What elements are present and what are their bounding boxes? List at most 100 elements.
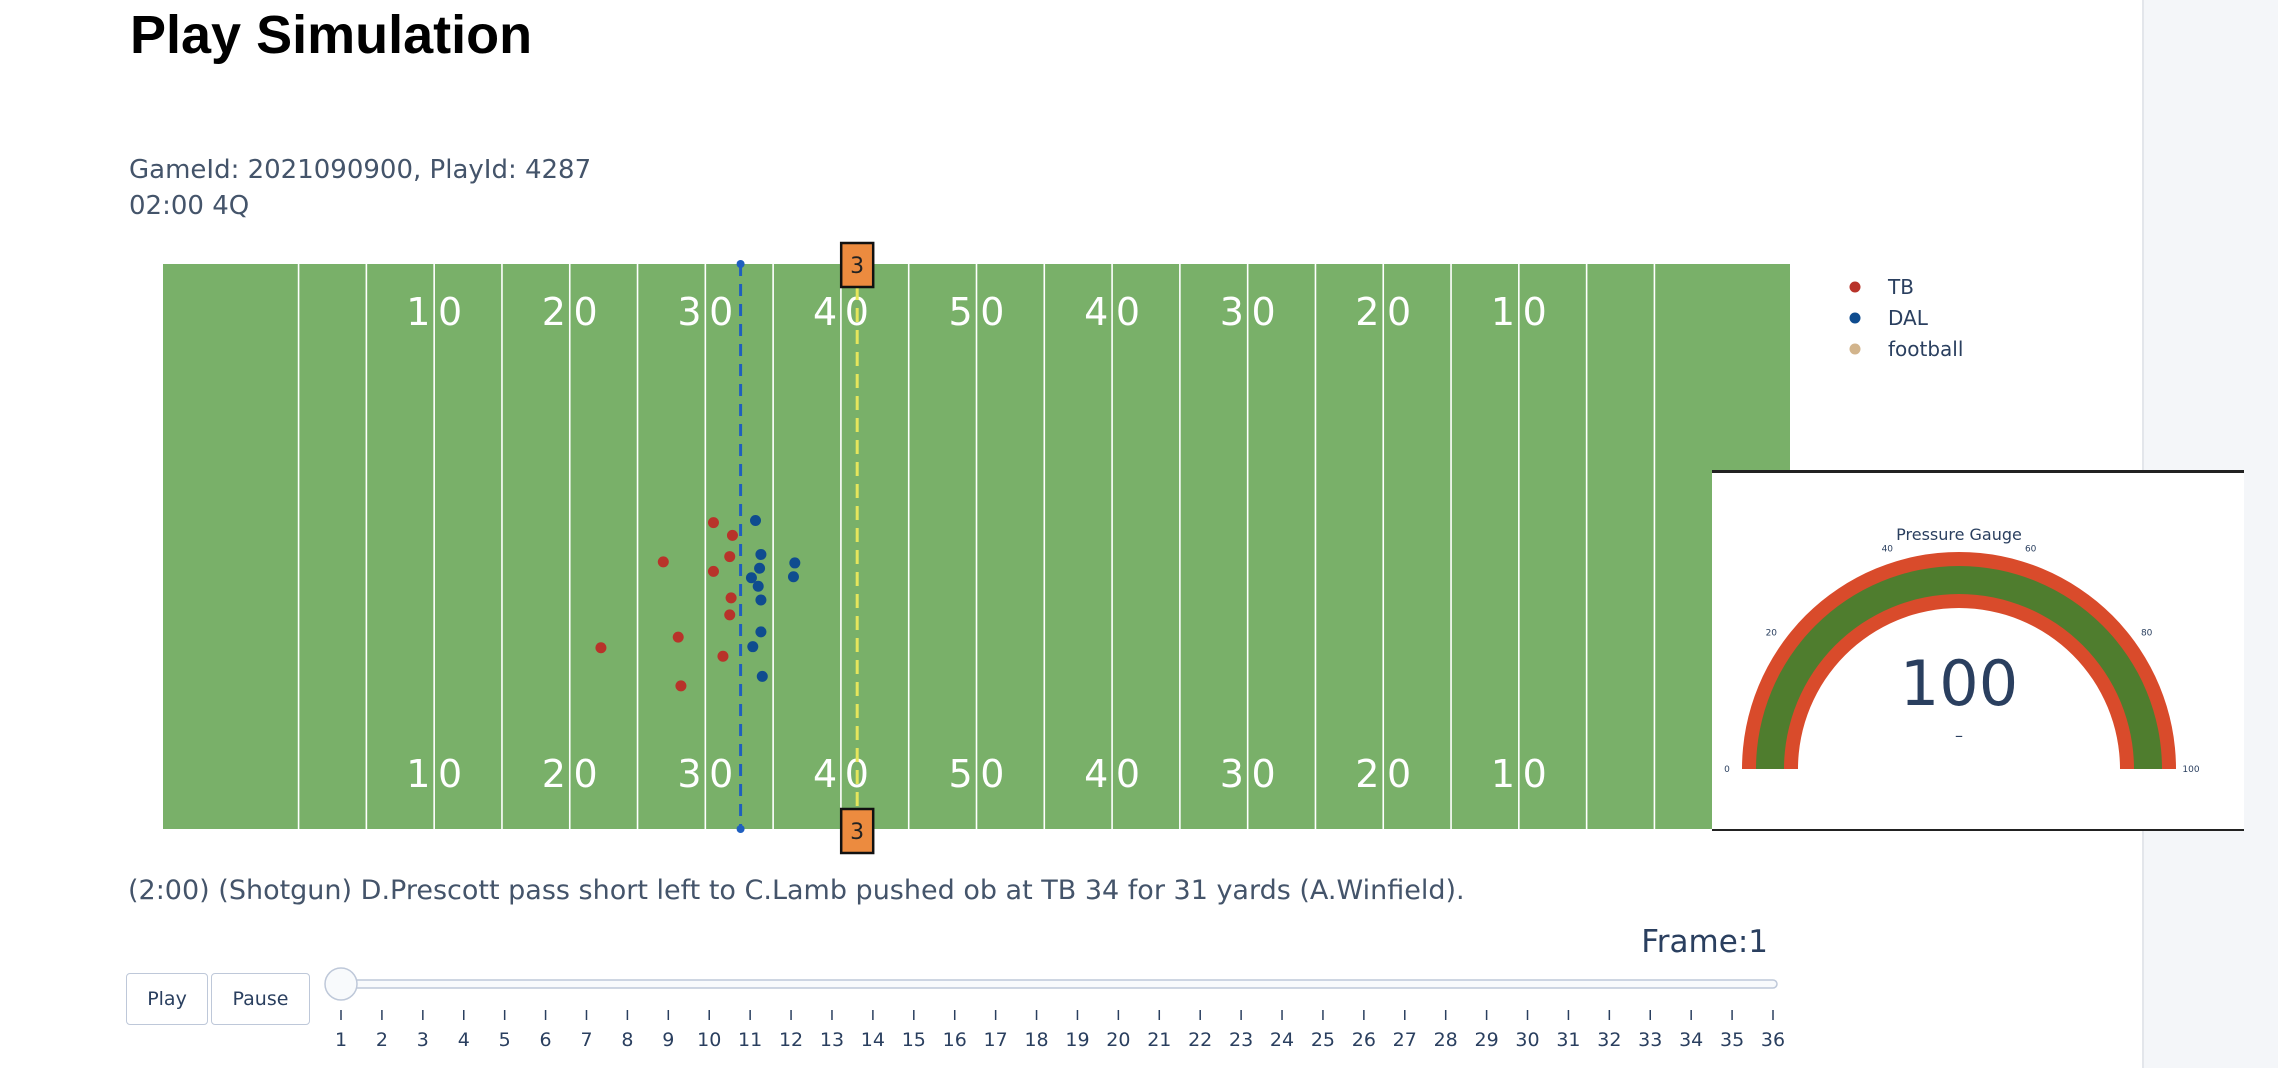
gauge-tick-label: 40 (1882, 544, 1894, 554)
player-dot-tb (726, 529, 738, 541)
down-marker-top-label: 3 (850, 254, 864, 279)
yard-number-bottom: 3 0 (1220, 752, 1276, 796)
play-button[interactable]: Play (126, 973, 208, 1025)
yard-number-bottom: 1 0 (1491, 752, 1547, 796)
player-dot-tb (707, 517, 719, 529)
play-field-plot[interactable]: 1 0 2 0 3 0 4 0 5 0 4 0 3 0 2 0 1 0 1 0 2 0 3 0 4 0… (0, 0, 2278, 860)
play-ids: GameId: 2021090900, PlayId: 4287 (129, 155, 592, 185)
slider-tick-label: 21 (1147, 1029, 1171, 1051)
slider-tick-label: 7 (580, 1029, 592, 1051)
down-marker-top: 3 (839, 241, 875, 289)
player-dot-dal (756, 670, 768, 682)
yard-lines (297, 264, 1656, 829)
frame-label: Frame:1 (1641, 924, 1768, 960)
player-dot-tb (724, 609, 736, 621)
slider-tick-label: 13 (820, 1029, 844, 1051)
yard-number-bottom: 2 0 (1355, 752, 1411, 796)
yard-number-top: 4 0 (1084, 290, 1140, 334)
gauge-tick-label: 0 (1724, 765, 1730, 775)
slider-tick-label: 27 (1393, 1029, 1417, 1051)
legend-marker-tb (1849, 281, 1861, 293)
slider-tick-label: 36 (1761, 1029, 1785, 1051)
player-dot-tb (675, 680, 687, 692)
slider-track[interactable] (339, 979, 1778, 989)
legend-label-dal: DAL (1888, 306, 1929, 330)
yard-number-bottom: 3 0 (677, 752, 733, 796)
yard-number-top: 3 0 (1220, 290, 1276, 334)
slider-tick-label: 22 (1188, 1029, 1212, 1051)
gauge-tick-label: 100 (2182, 765, 2199, 775)
play-description: (2:00) (Shotgun) D.Prescott pass short l… (128, 875, 1465, 906)
yard-number-top: 2 0 (1355, 290, 1411, 334)
slider-tick-label: 14 (861, 1029, 885, 1051)
yard-number-top: 3 0 (677, 290, 733, 334)
los-end-top (736, 260, 745, 268)
slider-tick-label: 12 (779, 1029, 803, 1051)
slider-tick-label: 17 (984, 1029, 1008, 1051)
gauge-arcs (1742, 552, 2176, 769)
yard-number-bottom: 5 0 (949, 752, 1005, 796)
player-dot-tb (724, 551, 736, 563)
yard-numbers-top: 1 0 2 0 3 0 4 0 5 0 4 0 3 0 2 0 1 0 (406, 290, 1547, 334)
player-dot-tb (717, 650, 729, 662)
slider-handle[interactable] (324, 967, 358, 1001)
slider-tick-label: 26 (1352, 1029, 1376, 1051)
yard-number-bottom: 2 0 (542, 752, 598, 796)
legend-label-tb: TB (1887, 275, 1914, 299)
player-dot-tb (725, 592, 737, 604)
gauge-tick-label: 80 (2141, 629, 2153, 639)
slider-tick-label: 28 (1434, 1029, 1458, 1051)
yard-number-top: 1 0 (406, 290, 462, 334)
slider-tick-label: 35 (1720, 1029, 1744, 1051)
yard-number-top: 1 0 (1491, 290, 1547, 334)
slider-tick-label: 25 (1311, 1029, 1335, 1051)
yard-number-top: 5 0 (949, 290, 1005, 334)
pressure-gauge-card: Pressure Gauge 0 20 40 60 80 100 100 – (1712, 470, 2244, 831)
slider-ticks: 1 2 3 4 5 6 7 8 9 10 11 12 13 14 15 16 17 18 19 20 21 22 23 24 2… (335, 1010, 1785, 1051)
player-dot-dal (755, 594, 767, 606)
slider-tick-label: 29 (1475, 1029, 1499, 1051)
slider-tick-label: 1 (335, 1029, 347, 1051)
gauge-tick-label: 60 (2025, 544, 2037, 554)
slider-tick-label: 33 (1638, 1029, 1662, 1051)
slider-tick-label: 23 (1229, 1029, 1253, 1051)
pause-button[interactable]: Pause (211, 973, 310, 1025)
slider-tick-label: 20 (1106, 1029, 1130, 1051)
slider-tick-label: 11 (738, 1029, 762, 1051)
gauge-title: Pressure Gauge (1896, 525, 2022, 544)
down-marker-top-box (839, 241, 875, 289)
down-marker-bottom-label: 3 (850, 820, 864, 845)
player-dot-tb (595, 642, 607, 654)
slider-tick-label: 3 (417, 1029, 429, 1051)
down-markers: 33 (736, 241, 875, 855)
player-markers (595, 515, 801, 692)
player-dot-dal (754, 562, 766, 574)
slider-tick-label: 32 (1597, 1029, 1621, 1051)
player-dot-dal (747, 641, 759, 653)
legend-marker-football (1849, 343, 1861, 355)
page-title: Play Simulation (130, 5, 533, 65)
slider-tick-label: 9 (662, 1029, 674, 1051)
down-marker-bottom: 3 (839, 807, 875, 855)
slider-tick-label: 2 (376, 1029, 388, 1051)
yard-number-bottom: 1 0 (406, 752, 462, 796)
yard-numbers-bottom: 1 0 2 0 3 0 4 0 5 0 4 0 3 0 2 0 1 0 (406, 752, 1547, 796)
slider-tick-label: 18 (1024, 1029, 1048, 1051)
player-dot-dal (755, 626, 767, 638)
player-dot-dal (755, 548, 767, 560)
player-dot-tb (657, 556, 669, 568)
slider-tick-label: 31 (1556, 1029, 1580, 1051)
slider-tick-label: 10 (697, 1029, 721, 1051)
player-dot-dal (745, 572, 757, 584)
legend-marker-dal (1849, 312, 1861, 324)
legend[interactable]: TB DAL football (1849, 275, 1964, 361)
player-dot-dal (787, 571, 799, 583)
slider-tick-label: 15 (902, 1029, 926, 1051)
slider-tick-label: 34 (1679, 1029, 1703, 1051)
yard-number-top: 4 0 (813, 290, 869, 334)
player-dot-dal (752, 580, 764, 592)
gauge-ticks: 0 20 40 60 80 100 (1724, 544, 2200, 775)
play-meta: GameId: 2021090900, PlayId: 4287 02:00 4… (129, 152, 591, 224)
slider-tick-label: 5 (499, 1029, 511, 1051)
gauge-tick-label: 20 (1766, 629, 1778, 639)
